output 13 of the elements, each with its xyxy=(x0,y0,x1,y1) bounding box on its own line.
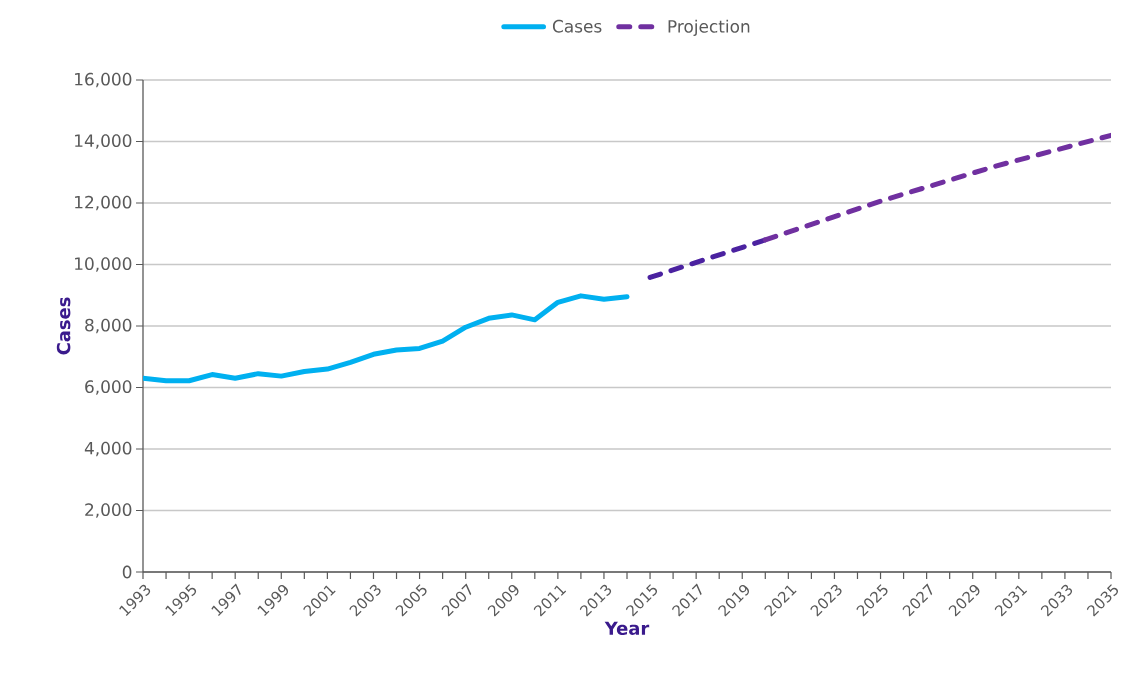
legend-label: Projection xyxy=(668,19,750,37)
y-tick-label: 2,000 xyxy=(85,503,132,518)
y-tick-label: 0 xyxy=(122,565,132,579)
y-tick-label: 10,000 xyxy=(75,257,132,272)
y-tick-label: 6,000 xyxy=(85,380,132,395)
y-tick-label: 12,000 xyxy=(75,195,132,211)
y-tick-label: 16,000 xyxy=(75,72,132,88)
y-tick-label: 4,000 xyxy=(84,441,132,457)
x-axis-title: Year xyxy=(604,621,650,635)
legend-label: Cases xyxy=(552,19,602,33)
y-tick-label: 8,000 xyxy=(85,318,132,334)
y-axis-title: Cases xyxy=(56,297,71,355)
y-tick-label: 14,000 xyxy=(75,134,132,149)
